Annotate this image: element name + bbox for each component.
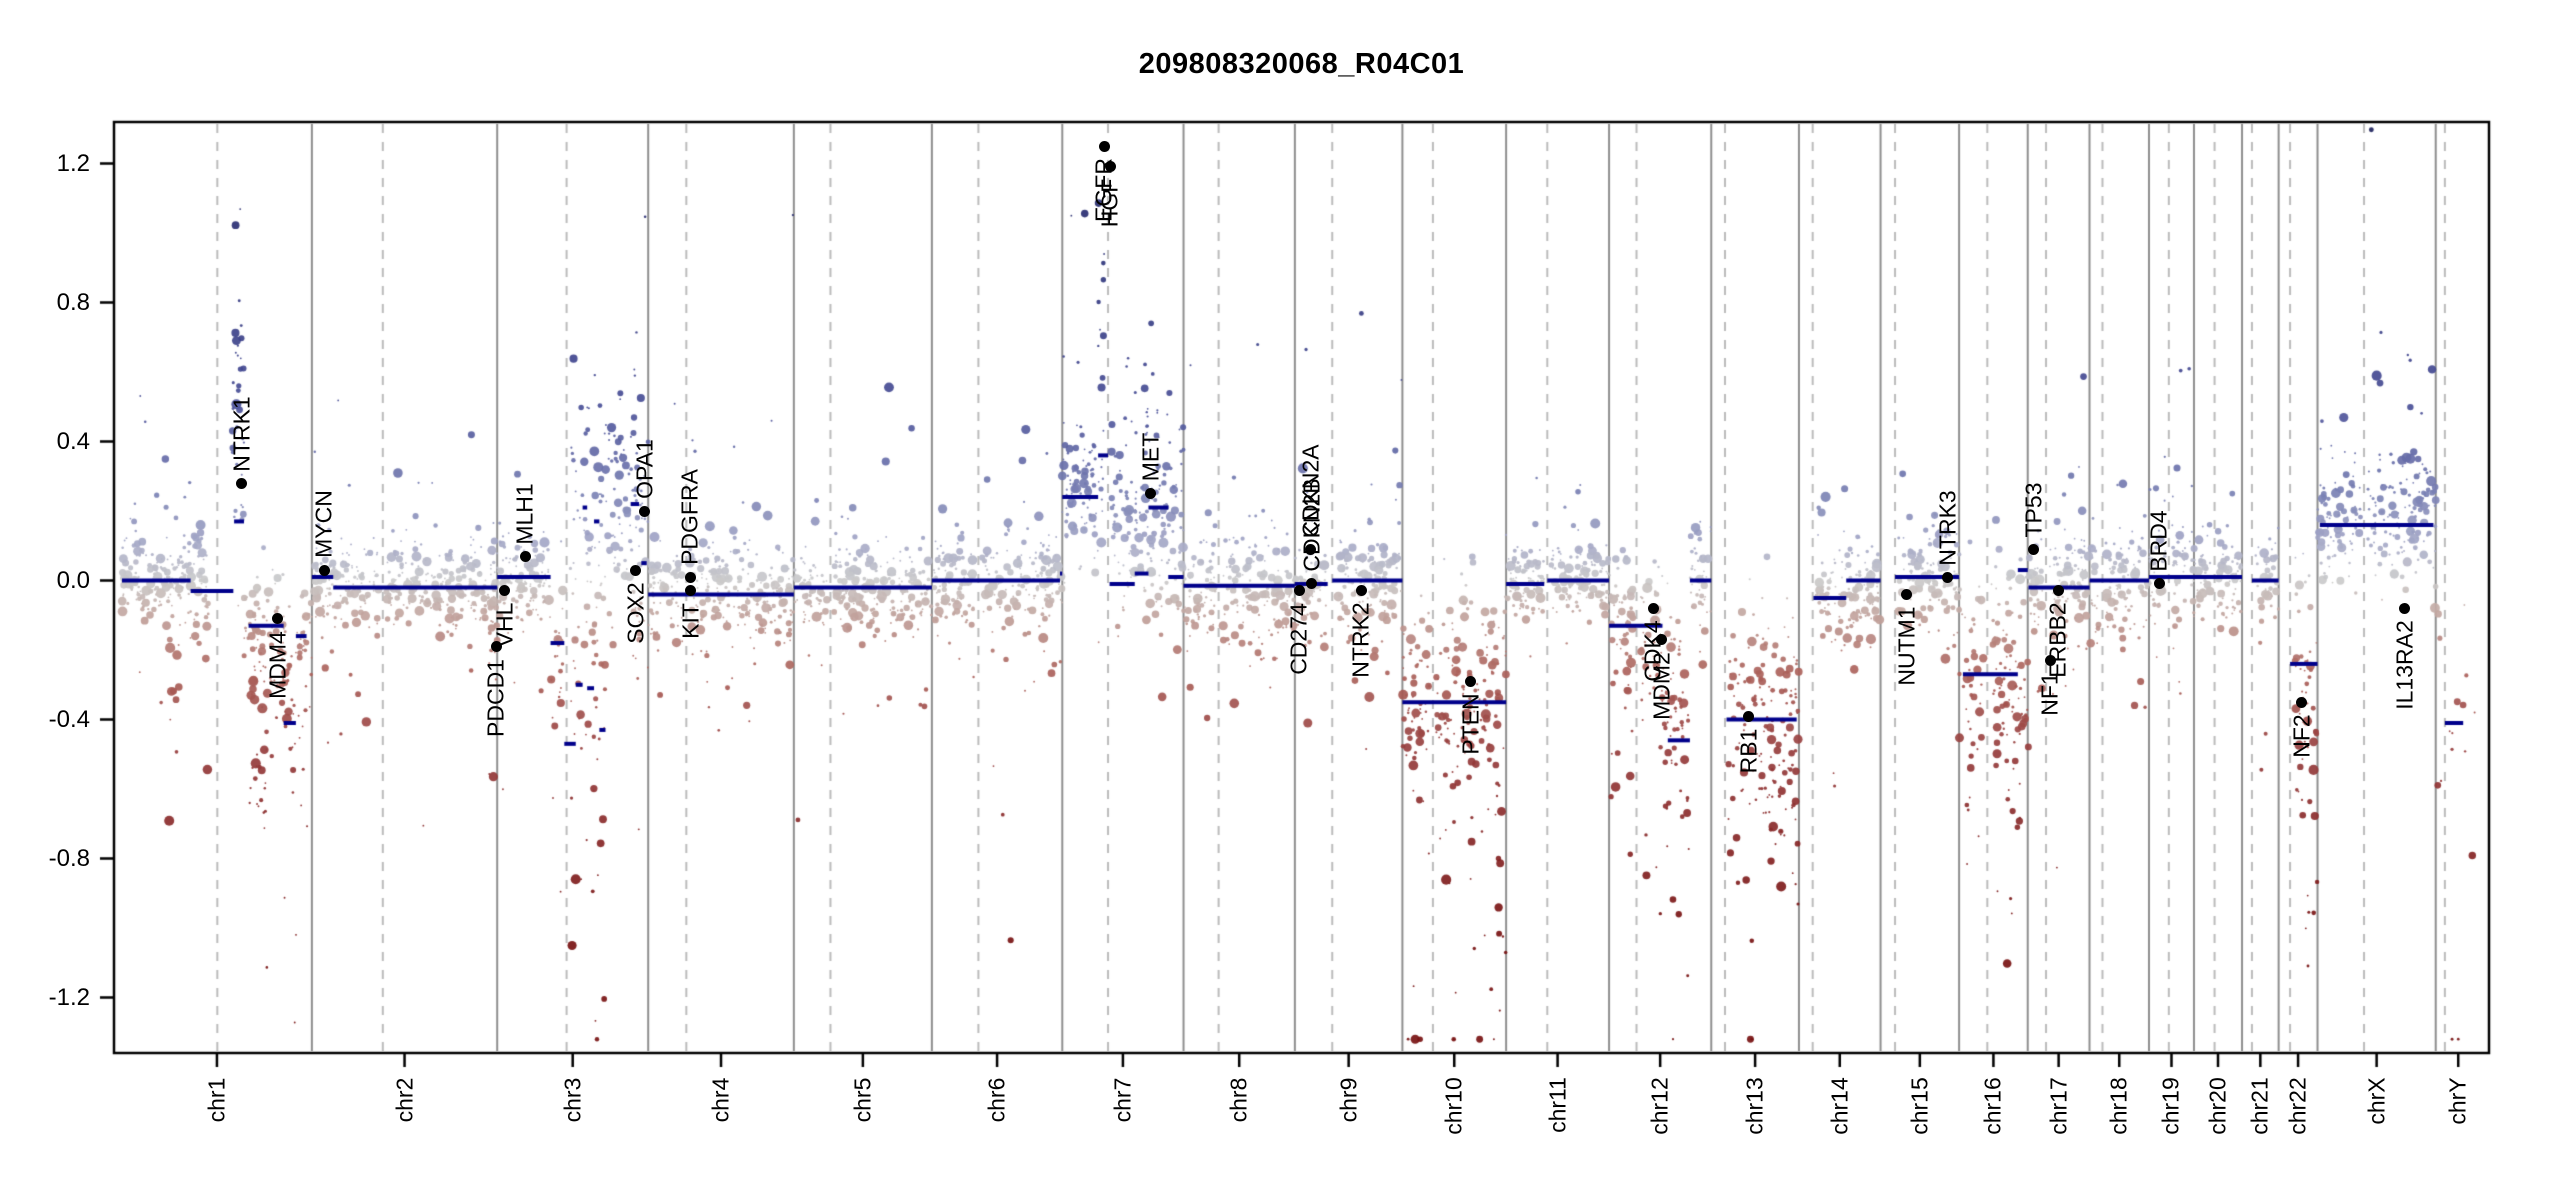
gene-dot-ntrk3 — [1942, 571, 1954, 583]
x-tick-label-chr11: chr11 — [1544, 1077, 1571, 1133]
gene-dot-cdk4 — [1647, 602, 1659, 614]
x-tick-label-chr22: chr22 — [2284, 1077, 2311, 1135]
gene-label-mlh1: MLH1 — [511, 482, 538, 545]
gene-dot-il13ra2 — [2399, 602, 2411, 614]
x-tick-label-chr17: chr17 — [2045, 1077, 2072, 1135]
gene-dot-nutm1 — [1901, 588, 1913, 600]
x-tick-label-chr10: chr10 — [1440, 1077, 1467, 1135]
gene-dot-mdm4 — [272, 613, 284, 625]
gene-label-brd4: BRD4 — [2145, 510, 2172, 573]
gene-dot-vhl — [499, 585, 511, 597]
gene-dot-ntrk2 — [1355, 585, 1367, 597]
gene-label-rb1: RB1 — [1735, 728, 1762, 773]
gene-dot-sox2 — [630, 564, 642, 576]
gene-dot-cdkn2b — [1306, 578, 1318, 590]
y-tick-label: 0.8 — [56, 288, 90, 316]
x-tick-label-chr16: chr16 — [1979, 1077, 2006, 1135]
gene-dot-erbb2 — [2052, 585, 2064, 597]
gene-dot-nf1 — [2044, 654, 2056, 666]
x-tick-label-chr8: chr8 — [1225, 1077, 1252, 1122]
gene-label-erbb2: ERBB2 — [2044, 602, 2071, 679]
gene-dot-cd274 — [1293, 585, 1305, 597]
x-tick-label-chr14: chr14 — [1826, 1077, 1853, 1135]
x-tick-label-chr7: chr7 — [1109, 1077, 1136, 1122]
gene-label-mdm4: MDM4 — [264, 630, 291, 699]
x-tick-label-chr21: chr21 — [2246, 1077, 2273, 1135]
gene-label-il13ra2: IL13RA2 — [2391, 620, 2418, 711]
x-tick-label-chrX: chrX — [2363, 1076, 2390, 1125]
gene-label-nutm1: NUTM1 — [1893, 606, 1920, 686]
x-tick-label-chr4: chr4 — [707, 1077, 734, 1122]
gene-dot-nf2 — [2296, 696, 2307, 708]
x-tick-label-chr13: chr13 — [1741, 1077, 1768, 1135]
gene-label-tp53: TP53 — [2020, 482, 2047, 538]
x-tick-label-chr18: chr18 — [2105, 1077, 2132, 1135]
x-tick-label-chr9: chr9 — [1335, 1077, 1362, 1122]
gene-dot-mlh1 — [519, 550, 531, 562]
gene-label-sox2: SOX2 — [622, 581, 649, 644]
gene-label-mycn: MYCN — [310, 490, 337, 558]
x-tick-label-chrY: chrY — [2444, 1076, 2471, 1125]
gene-dot-kit — [685, 585, 697, 597]
gene-dot-pten — [1465, 675, 1477, 687]
gene-dot-cdkn2a — [1305, 543, 1317, 555]
gene-label-vhl: VHL — [491, 603, 518, 648]
gene-label-met: MET — [1137, 432, 1164, 482]
gene-dot-tp53 — [2028, 543, 2040, 555]
gene-label-kit: KIT — [677, 603, 704, 639]
gene-dot-egfr — [1098, 140, 1110, 152]
gene-label-pten: PTEN — [1457, 693, 1484, 755]
plot-title: 209808320068_R04C01 — [1138, 48, 1465, 80]
x-tick-label-chr20: chr20 — [2204, 1077, 2231, 1135]
gene-dot-opa1 — [639, 505, 651, 517]
x-tick-label-chr12: chr12 — [1646, 1077, 1673, 1135]
y-tick-label: -0.8 — [48, 844, 90, 872]
y-tick-label: 0.4 — [56, 427, 90, 455]
x-tick-label-chr19: chr19 — [2157, 1077, 2184, 1135]
x-tick-label-chr3: chr3 — [559, 1077, 586, 1122]
gene-label-nf2: NF2 — [2288, 713, 2314, 758]
y-tick-label: 1.2 — [56, 149, 90, 177]
gene-dot-mycn — [318, 564, 330, 576]
x-tick-label-chr6: chr6 — [983, 1077, 1010, 1122]
gene-label-mdm2: MDM2 — [1648, 651, 1675, 720]
gene-label-cd274: CD274 — [1285, 603, 1312, 675]
gene-dot-brd4 — [2153, 578, 2165, 590]
x-tick-label-chr1: chr1 — [203, 1077, 230, 1122]
gene-label-opa1: OPA1 — [631, 439, 658, 499]
gene-label-cdkn2a: CDKN2A — [1297, 444, 1324, 538]
y-tick-label: -0.4 — [48, 705, 90, 733]
gene-dot-hgf — [1104, 161, 1116, 173]
y-tick-label: -1.2 — [48, 983, 90, 1011]
gene-dot-pdgfra — [684, 571, 696, 583]
gene-label-hgf: HGF — [1096, 179, 1123, 228]
x-tick-label-chr2: chr2 — [391, 1077, 418, 1122]
gene-label-nf1: NF1 — [2036, 672, 2063, 716]
gene-dot-ntrk1 — [236, 477, 248, 489]
y-tick-label: 0.0 — [56, 566, 90, 594]
gene-dot-met — [1145, 488, 1157, 500]
gene-dot-mdm2 — [1656, 634, 1668, 646]
gene-label-ntrk3: NTRK3 — [1934, 489, 1961, 566]
gene-label-pdgfra: PDGFRA — [676, 469, 703, 565]
gene-label-ntrk2: NTRK2 — [1347, 602, 1374, 679]
gene-dot-rb1 — [1743, 710, 1755, 722]
x-tick-label-chr5: chr5 — [849, 1077, 876, 1122]
gene-label-ntrk1: NTRK1 — [228, 395, 255, 472]
x-tick-label-chr15: chr15 — [1906, 1077, 1933, 1135]
gene-label-pdcd1: PDCD1 — [482, 658, 509, 737]
gene-dot-pdcd1 — [490, 641, 502, 653]
